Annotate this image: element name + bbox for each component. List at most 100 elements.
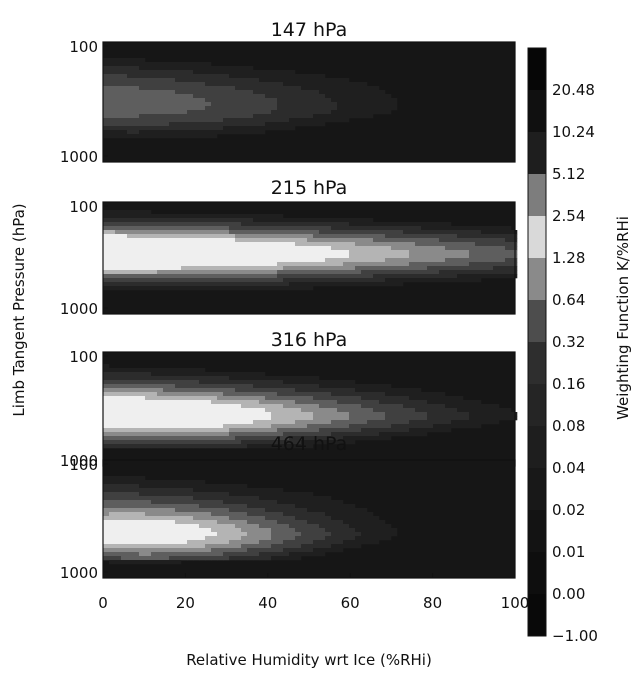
heatmap-cell (193, 222, 200, 227)
heatmap-cell (217, 420, 224, 425)
heatmap-cell (133, 258, 140, 263)
heatmap-cell (139, 226, 146, 231)
heatmap-cell (307, 424, 314, 429)
heatmap-cell (205, 226, 212, 231)
heatmap-cell (151, 78, 158, 83)
heatmap-cell (343, 416, 350, 421)
heatmap-cell (397, 230, 404, 235)
heatmap-cell (271, 118, 278, 123)
heatmap-cell (421, 242, 428, 247)
heatmap-cell (127, 266, 134, 271)
heatmap-cell (121, 110, 128, 115)
heatmap-cell (235, 230, 242, 235)
heatmap-cell (169, 258, 176, 263)
heatmap-cell (193, 270, 200, 275)
heatmap-cell (151, 388, 158, 393)
heatmap-cell (109, 110, 116, 115)
heatmap-cell (433, 230, 440, 235)
heatmap-cell (439, 266, 446, 271)
heatmap-cell (217, 372, 224, 377)
heatmap-cell (319, 436, 326, 441)
heatmap-cell (205, 118, 212, 123)
heatmap-cell (187, 114, 194, 119)
heatmap-cell (295, 226, 302, 231)
heatmap-cell (313, 500, 320, 505)
heatmap-cell (475, 262, 482, 267)
heatmap-cell (475, 254, 482, 259)
heatmap-cell (127, 420, 134, 425)
heatmap-cell (157, 368, 164, 373)
heatmap-cell (133, 532, 140, 537)
heatmap-cell (247, 266, 254, 271)
heatmap-cell (385, 106, 392, 111)
heatmap-cell (511, 258, 518, 263)
heatmap-cell (223, 74, 230, 79)
heatmap-cell (145, 516, 152, 521)
heatmap-cell (115, 266, 122, 271)
heatmap-cell (265, 78, 272, 83)
heatmap-cell (247, 444, 254, 449)
heatmap-cell (349, 282, 356, 287)
heatmap-cell (355, 270, 362, 275)
heatmap-cell (199, 368, 206, 373)
heatmap-cell (103, 540, 110, 545)
heatmap-cell (241, 126, 248, 131)
heatmap-cell (379, 274, 386, 279)
heatmap-cell (145, 222, 152, 227)
heatmap-cell (103, 266, 110, 271)
heatmap-cell (487, 404, 494, 409)
heatmap-cell (115, 520, 122, 525)
heatmap-cell (259, 532, 266, 537)
heatmap-cell (151, 234, 158, 239)
heatmap-cell (103, 98, 110, 103)
heatmap-cell (283, 274, 290, 279)
colorbar-swatch (528, 342, 546, 385)
heatmap-cell (109, 480, 116, 485)
heatmap-cell (157, 214, 164, 219)
heatmap-cell (109, 74, 116, 79)
heatmap-cell (145, 238, 152, 243)
heatmap-cell (139, 504, 146, 509)
heatmap-cell (217, 114, 224, 119)
heatmap-cell (253, 428, 260, 433)
heatmap-cell (415, 274, 422, 279)
heatmap-cell (127, 556, 134, 561)
heatmap-cell (229, 122, 236, 127)
heatmap-cell (253, 372, 260, 377)
heatmap-cell (157, 556, 164, 561)
heatmap-cell (139, 286, 146, 291)
heatmap-cell (121, 218, 128, 223)
heatmap-cell (151, 528, 158, 533)
heatmap-cell (145, 428, 152, 433)
heatmap-cell (367, 266, 374, 271)
heatmap-cell (361, 90, 368, 95)
heatmap-cell (193, 242, 200, 247)
heatmap-cell (361, 230, 368, 235)
heatmap-cell (139, 392, 146, 397)
heatmap-cell (295, 242, 302, 247)
heatmap-cell (271, 420, 278, 425)
heatmap-cell (421, 262, 428, 267)
heatmap-cell (127, 74, 134, 79)
heatmap-cell (313, 392, 320, 397)
heatmap-cell (355, 516, 362, 521)
heatmap-cell (103, 70, 110, 75)
heatmap-cell (355, 412, 362, 417)
heatmap-cell (223, 548, 230, 553)
heatmap-cell (301, 400, 308, 405)
heatmap-cell (139, 66, 146, 71)
heatmap-cell (343, 282, 350, 287)
heatmap-cell (241, 528, 248, 533)
heatmap-cell (247, 230, 254, 235)
heatmap-cell (373, 246, 380, 251)
heatmap-cell (127, 106, 134, 111)
heatmap-cell (157, 548, 164, 553)
heatmap-cell (127, 282, 134, 287)
heatmap-cell (337, 384, 344, 389)
heatmap-cell (373, 540, 380, 545)
heatmap-cell (343, 262, 350, 267)
heatmap-cell (397, 400, 404, 405)
heatmap-cell (277, 376, 284, 381)
heatmap-cell (295, 444, 302, 449)
heatmap-cell (151, 544, 158, 549)
